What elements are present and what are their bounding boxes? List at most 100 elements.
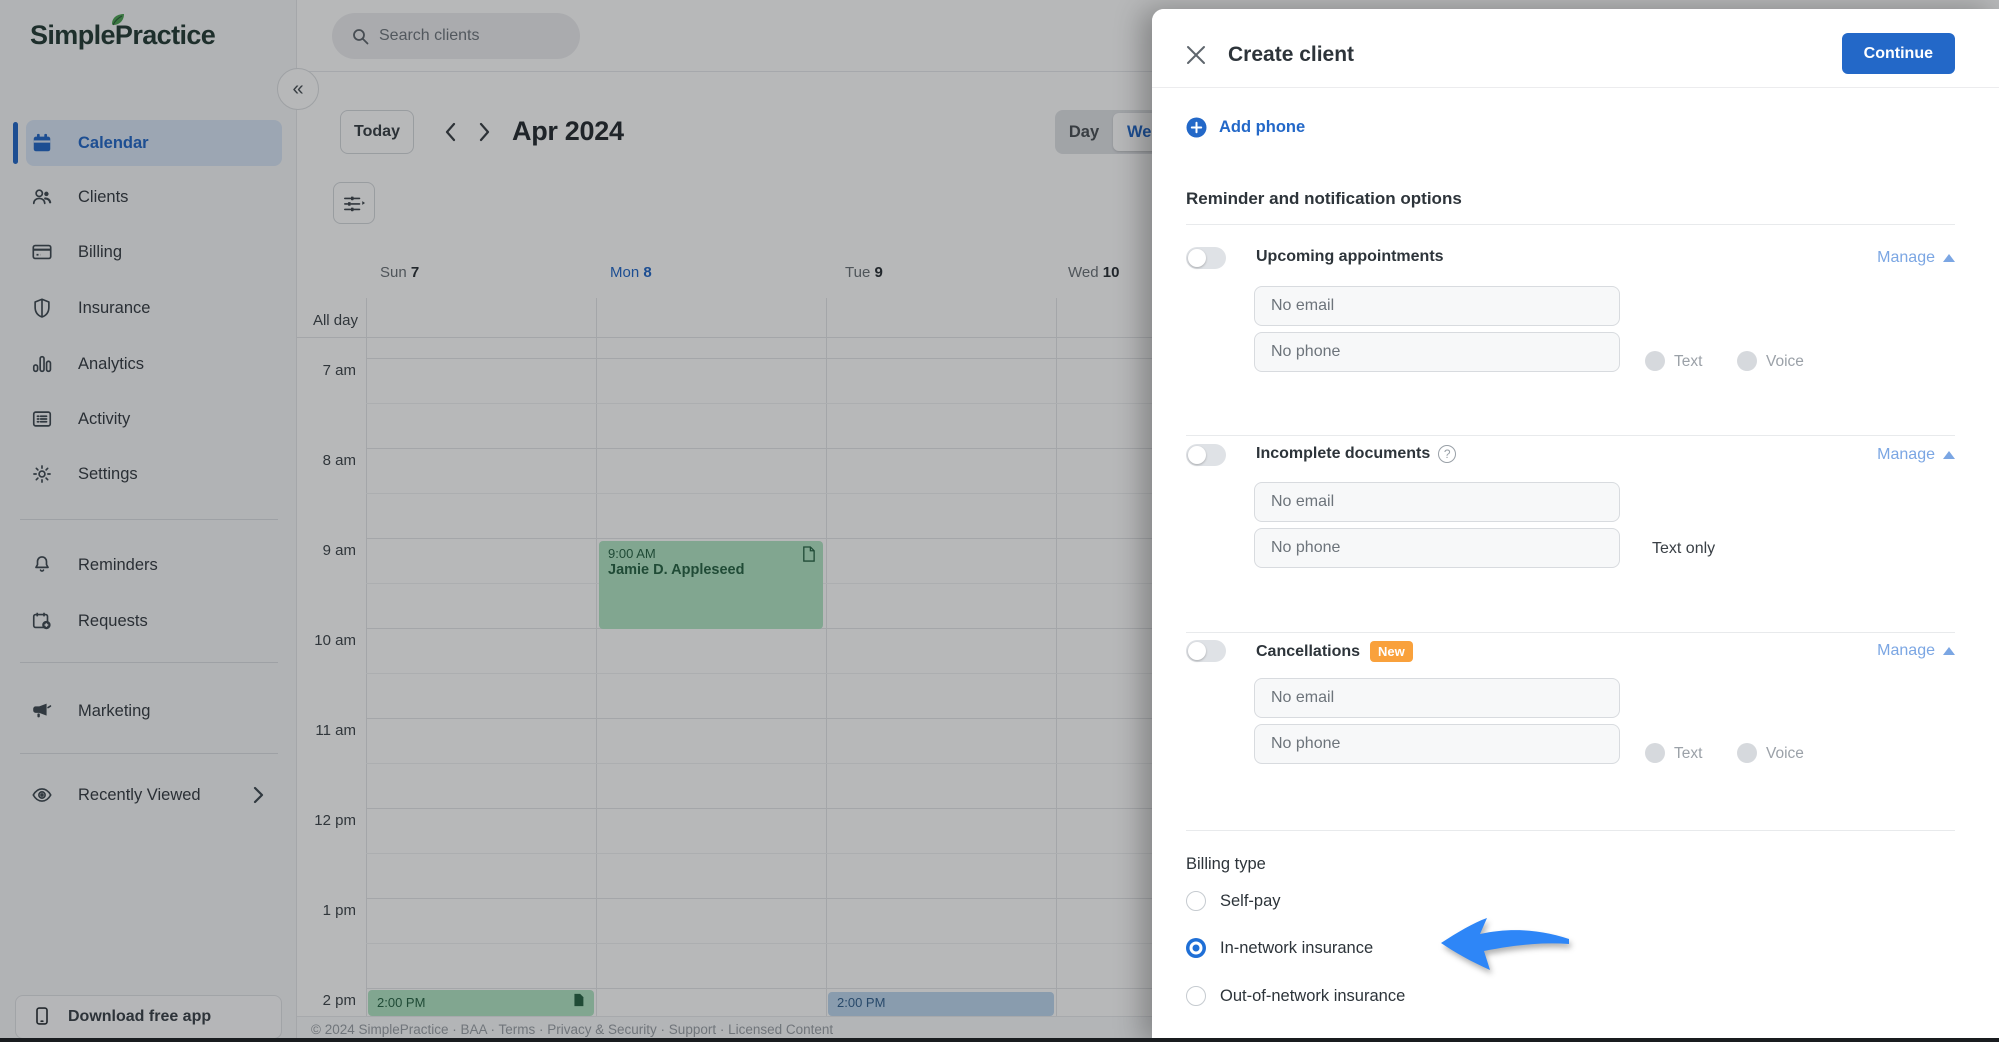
grid-line: [366, 988, 1152, 989]
voice-radio-label: Voice: [1766, 745, 1804, 762]
calendar-event[interactable]: 2:00 PM: [368, 990, 594, 1016]
sidebar-item-recently-viewed[interactable]: Recently Viewed: [0, 772, 297, 818]
section-divider: [1186, 830, 1955, 831]
grid-line: [366, 763, 1152, 764]
document-icon: [801, 546, 816, 567]
gear-icon: [30, 462, 54, 486]
manage-link[interactable]: Manage: [1877, 446, 1955, 464]
sidebar-item-label: Calendar: [78, 133, 149, 152]
cancellations-toggle[interactable]: [1186, 640, 1226, 662]
phone-field[interactable]: [1254, 724, 1620, 764]
radio-unselected-icon[interactable]: [1186, 986, 1206, 1006]
grid-line: [366, 718, 1152, 719]
sidebar-item-label: Billing: [78, 242, 123, 261]
clients-icon: [30, 185, 54, 209]
calendar-plus-icon: [30, 609, 54, 633]
billing-option-in-network[interactable]: In-network insurance: [1186, 938, 1373, 958]
megaphone-icon: [30, 699, 54, 723]
voice-radio-label: Voice: [1766, 353, 1804, 370]
bar-chart-icon: [30, 352, 54, 376]
sidebar-item-label: Clients: [78, 187, 129, 206]
sidebar-item-analytics[interactable]: Analytics: [0, 341, 297, 387]
email-field[interactable]: [1254, 286, 1620, 326]
add-phone-label: Add phone: [1219, 118, 1306, 136]
sidebar-item-label: Activity: [78, 409, 131, 428]
billing-option-out-of-network[interactable]: Out-of-network insurance: [1186, 986, 1405, 1006]
day-header-sun: Sun 7: [380, 264, 420, 281]
upcoming-appointments-toggle[interactable]: [1186, 247, 1226, 269]
grid-line: [366, 673, 1152, 674]
grid-line: [366, 853, 1152, 854]
email-field[interactable]: [1254, 482, 1620, 522]
section-divider: [1186, 435, 1955, 436]
time-label: 12 pm: [314, 812, 356, 829]
search-input[interactable]: [379, 27, 559, 45]
manage-link[interactable]: Manage: [1877, 642, 1955, 660]
sidebar: SimplePractice Calendar Clients Billing: [0, 0, 297, 1042]
calendar-period-title: Apr 2024: [512, 116, 624, 146]
filter-sliders-icon: [344, 196, 365, 212]
next-period-button[interactable]: [472, 119, 498, 145]
sidebar-item-billing[interactable]: Billing: [0, 229, 297, 275]
sidebar-item-activity[interactable]: Activity: [0, 396, 297, 442]
radio-selected-icon[interactable]: [1186, 938, 1206, 958]
manage-link[interactable]: Manage: [1877, 249, 1955, 267]
grid-line: [366, 898, 1152, 899]
page-footer: © 2024 SimplePractice · BAA · Terms · Pr…: [297, 1016, 1152, 1042]
day-header-tue: Tue 9: [845, 264, 883, 281]
annotation-arrow-icon: [1441, 918, 1569, 970]
billing-option-self-pay[interactable]: Self-pay: [1186, 891, 1281, 911]
section-heading: Reminder and notification options: [1186, 189, 1462, 208]
sidebar-item-label: Requests: [78, 611, 148, 630]
sidebar-item-label: Marketing: [78, 701, 151, 720]
phone-field[interactable]: [1254, 332, 1620, 372]
help-icon[interactable]: ?: [1438, 445, 1457, 463]
logo-leaf-icon: [112, 14, 124, 26]
text-radio-disabled: [1645, 351, 1665, 371]
app-logo: SimplePractice: [30, 20, 216, 50]
event-time: 2:00 PM: [837, 995, 886, 1010]
grid-line: [366, 298, 367, 1016]
sidebar-item-reminders[interactable]: Reminders: [0, 542, 297, 588]
sidebar-item-settings[interactable]: Settings: [0, 451, 297, 497]
continue-button[interactable]: Continue: [1841, 33, 1955, 74]
eye-icon: [30, 783, 54, 807]
activity-list-icon: [30, 407, 54, 431]
time-label: 10 am: [314, 632, 356, 649]
today-button[interactable]: Today: [340, 110, 414, 154]
grid-line: [366, 943, 1152, 944]
row-label: Upcoming appointments: [1256, 248, 1444, 265]
sidebar-item-label: Reminders: [78, 555, 158, 574]
sidebar-divider: [20, 753, 278, 754]
text-radio-disabled: [1645, 743, 1665, 763]
client-search[interactable]: [332, 13, 580, 59]
event-time: 9:00 AM: [608, 546, 656, 561]
calendar-event[interactable]: 2:00 PM: [828, 992, 1054, 1016]
sidebar-item-marketing[interactable]: Marketing: [0, 688, 297, 734]
active-item-highlight: [26, 120, 282, 166]
sidebar-item-clients[interactable]: Clients: [0, 174, 297, 220]
prev-period-button[interactable]: [437, 119, 463, 145]
view-toggle-day[interactable]: Day: [1068, 122, 1100, 141]
close-icon[interactable]: [1182, 41, 1210, 69]
grid-line: [366, 403, 1152, 404]
collapse-sidebar-button[interactable]: «: [277, 68, 319, 110]
calendar-filter-button[interactable]: [333, 182, 375, 224]
incomplete-documents-toggle[interactable]: [1186, 444, 1226, 466]
sidebar-item-calendar[interactable]: Calendar: [0, 120, 297, 166]
radio-unselected-icon[interactable]: [1186, 891, 1206, 911]
grid-line: [366, 358, 1152, 359]
sidebar-item-insurance[interactable]: Insurance: [0, 285, 297, 331]
time-label: 2 pm: [322, 992, 356, 1009]
calendar-event[interactable]: 9:00 AM Jamie D. Appleseed: [599, 541, 823, 629]
email-field[interactable]: [1254, 678, 1620, 718]
download-app-button[interactable]: Download free app: [15, 995, 282, 1039]
caret-up-icon: [1943, 647, 1955, 655]
row-label: Cancellations New: [1256, 641, 1413, 662]
grid-line: [826, 298, 827, 1016]
collapse-icon: «: [292, 77, 304, 100]
grid-line: [366, 808, 1152, 809]
add-phone-link[interactable]: Add phone: [1186, 117, 1305, 138]
phone-field[interactable]: [1254, 528, 1620, 568]
sidebar-item-requests[interactable]: Requests: [0, 598, 297, 644]
